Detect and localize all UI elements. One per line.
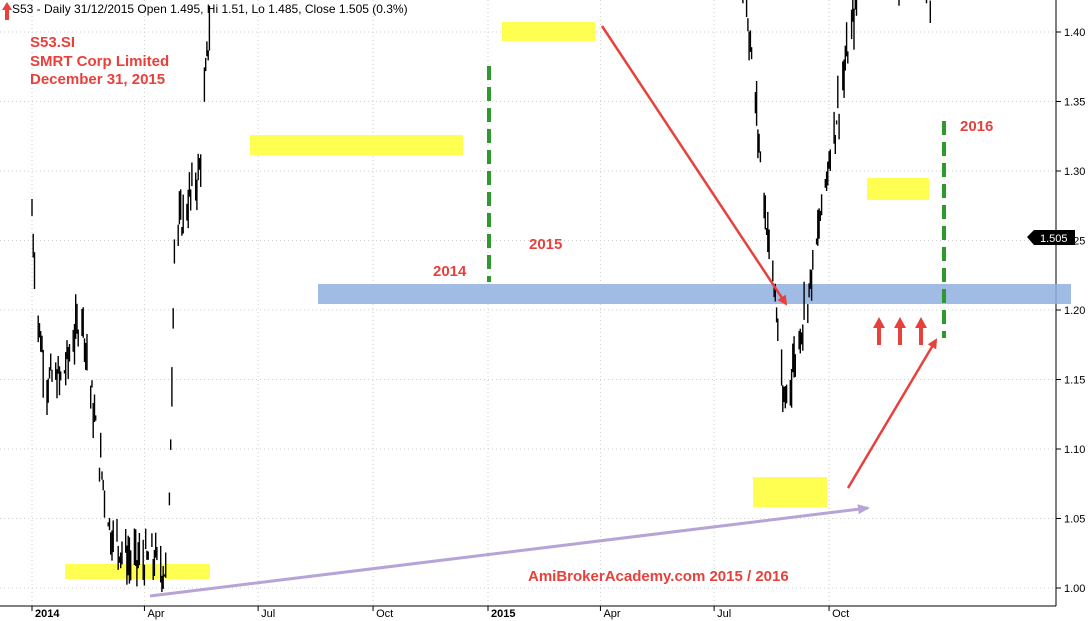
watermark: AmiBrokerAcademy.com 2015 / 2016 [528, 568, 789, 585]
y-tick-label: 1.20 [1064, 305, 1085, 317]
symbol-label: S53.SI [30, 34, 75, 51]
y-tick-label: 1.30 [1064, 166, 1085, 178]
last-price-value: 1.505 [1040, 233, 1068, 245]
x-tick-label: Apr [603, 608, 620, 620]
annotation-2015: 2015 [529, 236, 562, 253]
company-label: SMRT Corp Limited [30, 53, 169, 70]
annotation-2014: 2014 [433, 263, 467, 280]
x-tick-label: Jul [261, 608, 275, 620]
y-tick-label: 1.15 [1064, 375, 1085, 387]
y-tick-label: 1.40 [1064, 27, 1085, 39]
up-arrow-icon [894, 317, 906, 345]
uptrend-arrow [846, 338, 938, 489]
annotation-2016: 2016 [960, 118, 993, 135]
y-tick-label: 1.00 [1064, 583, 1085, 595]
y-tick-label: 1.35 [1064, 97, 1085, 109]
y-tick-label: 1.10 [1064, 444, 1085, 456]
high-dec-2015-highlight [867, 178, 929, 200]
high-2014-highlight [250, 135, 463, 155]
up-arrow-icon [915, 317, 927, 345]
up-arrow-icon [873, 317, 885, 345]
price-bars [31, 0, 931, 592]
date-label: December 31, 2015 [30, 71, 165, 88]
x-tick-label: 2014 [35, 608, 60, 620]
y-axis-ticks: 1.001.051.101.151.201.251.301.351.401.45… [1056, 27, 1085, 595]
peak-2015-highlight [502, 22, 595, 41]
x-axis-ticks: 2014 Apr Jul Oct 2015 Apr Jul Oct [31, 606, 849, 620]
up-arrow-icon [2, 2, 12, 20]
x-tick-label: Oct [376, 608, 393, 620]
support-test-arrows [873, 317, 927, 345]
x-tick-label: Jul [717, 608, 731, 620]
low-2015-highlight [753, 477, 827, 507]
x-tick-label: Apr [147, 608, 164, 620]
chart-header: S53 - Daily 31/12/2015 Open 1.495, Hi 1.… [12, 2, 408, 16]
last-price-tag: 1.505 [1027, 230, 1075, 245]
grid-lines [0, 0, 1056, 606]
x-tick-label: 2015 [491, 608, 515, 620]
downtrend-arrow [600, 25, 788, 306]
x-tick-label: Oct [832, 608, 849, 620]
support-zone-band [318, 284, 1071, 304]
long-term-trend-arrow [149, 504, 870, 598]
y-tick-label: 1.05 [1064, 514, 1085, 526]
